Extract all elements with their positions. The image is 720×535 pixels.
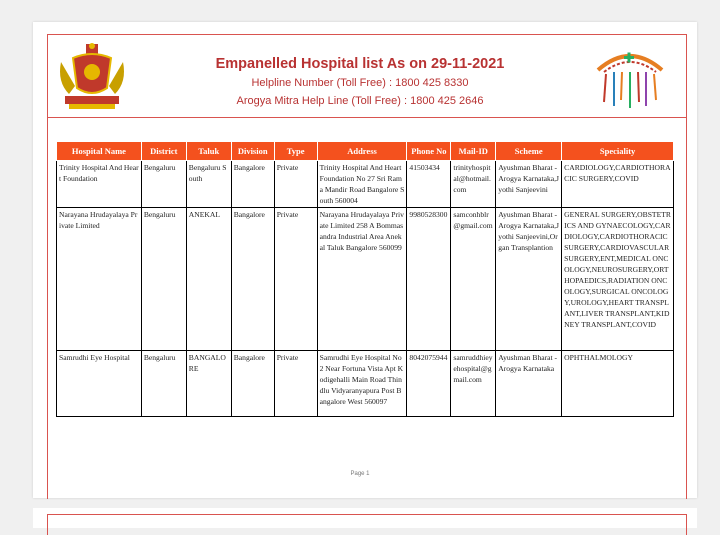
table-cell: Bengaluru South: [185, 160, 232, 208]
header-divider: [48, 117, 686, 118]
table-cell: Private: [273, 350, 318, 417]
table-row: Samrudhi Eye Hospital Bengaluru BANGALORE B…: [56, 350, 674, 417]
table-cell: GENERAL SURGERY,OBSTETRICS AND GYNAECOLO…: [561, 207, 674, 351]
arogya-mitra-helpline: Arogya Mitra Help Line (Toll Free) : 180…: [236, 95, 484, 107]
table-cell: Bengaluru: [140, 207, 187, 351]
table-cell: Samrudhi Eye Hospital No 2 Near Fortuna …: [316, 350, 408, 417]
table-cell: Bangalore: [230, 160, 275, 208]
helpline-number: Helpline Number (Toll Free) : 1800 425 8…: [251, 77, 469, 89]
table-cell: Private: [273, 207, 318, 351]
table-cell: Ayushman Bharat - Arogya Karnataka,Jyoth…: [495, 160, 563, 208]
table-cell: Ayushman Bharat - Arogya Karnataka: [495, 350, 563, 417]
table-cell: 9980528300: [406, 207, 452, 351]
table-cell: Bangalore: [230, 207, 275, 351]
table-cell: samruddhieyehospital@gmail.com: [450, 350, 497, 417]
table-cell: BANGALORE: [185, 350, 232, 417]
table-cell: Trinity Hospital And Heart Foundation No…: [316, 160, 408, 208]
table-cell: OPHTHALMOLOGY: [561, 350, 674, 417]
karnataka-emblem-logo: [60, 43, 124, 109]
hospital-table: Hospital Name District Taluk Division Type Ad…: [56, 141, 674, 417]
table-cell: ANEKAL: [185, 207, 232, 351]
table-header-row: Hospital Name District Taluk Division Type Ad…: [56, 141, 674, 161]
arogya-karnataka-logo: [596, 52, 664, 108]
column-header: Taluk: [185, 141, 232, 161]
table-cell: 41503434: [406, 160, 452, 208]
page-border: [47, 34, 687, 499]
table-cell: Narayana Hrudayalaya Private Limited: [56, 207, 142, 351]
table-cell: Trinity Hospital And Heart Foundation: [56, 160, 142, 208]
page-number: Page 1: [350, 471, 370, 477]
column-header: Phone No: [406, 141, 452, 161]
table-row: Narayana Hrudayalaya Private Limited Beng…: [56, 207, 674, 351]
table-cell: samconhblr@gmail.com: [450, 207, 497, 351]
column-header: Type: [273, 141, 318, 161]
column-header: Hospital Name: [56, 141, 142, 161]
table-cell: Bengaluru: [140, 160, 187, 208]
table-cell: Bengaluru: [140, 350, 187, 417]
page-title: Empanelled Hospital list As on 29-11-202…: [215, 56, 505, 72]
pdf-page-2: [33, 508, 697, 535]
column-header: Address: [316, 141, 408, 161]
table-cell: Bangalore: [230, 350, 275, 417]
table-cell: Samrudhi Eye Hospital: [56, 350, 142, 417]
column-header: District: [140, 141, 187, 161]
column-header: Mail-ID: [450, 141, 497, 161]
table-cell: Narayana Hrudayalaya Private Limited 258…: [316, 207, 408, 351]
table-cell: 8042075944: [406, 350, 452, 417]
table-cell: CARDIOLOGY,CARDIOTHORACIC SURGERY,COVID: [561, 160, 674, 208]
table-cell: Private: [273, 160, 318, 208]
table-row: Trinity Hospital And Heart Foundation Ben…: [56, 160, 674, 208]
table-cell: Ayushman Bharat - Arogya Karnataka,Jyoth…: [495, 207, 563, 351]
column-header: Speciality: [561, 141, 674, 161]
column-header: Division: [230, 141, 275, 161]
column-header: Scheme: [495, 141, 563, 161]
table-cell: trinityhospital@hotmail.com: [450, 160, 497, 208]
